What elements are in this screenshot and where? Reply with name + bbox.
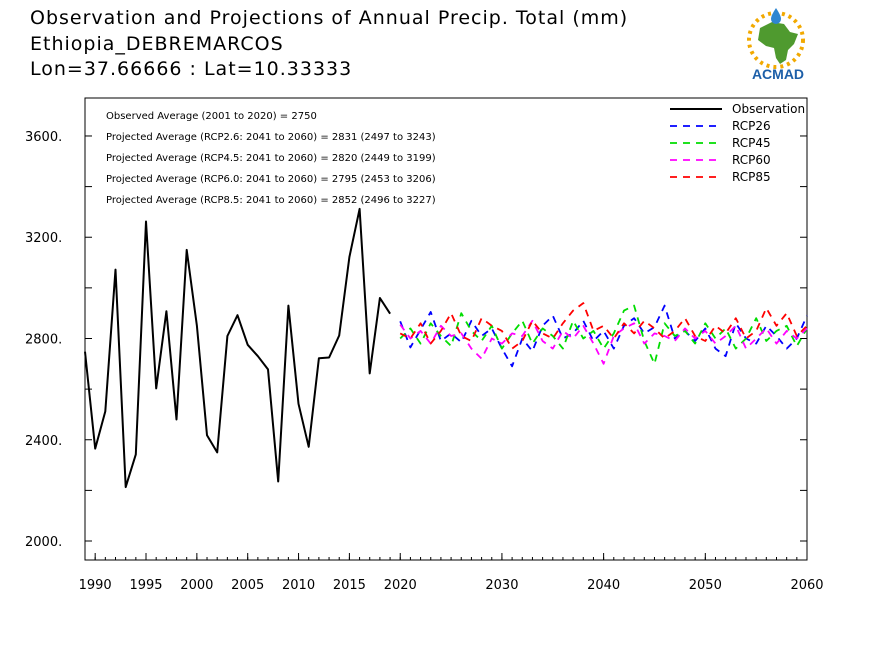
chart-title: Observation and Projections of Annual Pr… xyxy=(30,7,629,29)
coordinates: Lon=37.66666 : Lat=10.33333 xyxy=(30,58,353,80)
y-tick-label: 2800. xyxy=(25,332,62,347)
x-tick-label: 2050 xyxy=(689,578,722,593)
logo-text: ACMAD xyxy=(752,66,804,82)
series-line xyxy=(399,304,808,365)
series-line xyxy=(399,304,808,368)
y-tick-label: 2400. xyxy=(25,434,62,449)
average-annotation: Projected Average (RCP6.0: 2041 to 2060)… xyxy=(106,174,436,185)
x-tick-label: 2040 xyxy=(587,578,620,593)
plot-frame xyxy=(84,97,808,561)
water-drop-icon xyxy=(771,8,781,24)
series-observation xyxy=(84,207,391,489)
legend-label: RCP60 xyxy=(732,153,771,167)
x-tick-label: 2020 xyxy=(384,578,417,593)
series-rcp85 xyxy=(399,302,808,350)
average-annotation: Projected Average (RCP8.5: 2041 to 2060)… xyxy=(106,195,436,206)
series-line xyxy=(399,302,808,350)
average-annotation: Observed Average (2001 to 2020) = 2750 xyxy=(106,111,317,122)
x-tick-label: 2030 xyxy=(485,578,518,593)
series-line xyxy=(84,207,391,489)
y-tick-label: 3200. xyxy=(25,231,62,246)
y-tick-label: 3600. xyxy=(25,130,62,145)
africa-map-icon xyxy=(758,22,798,64)
legend-label: RCP26 xyxy=(732,119,771,133)
x-tick-label: 2010 xyxy=(282,578,315,593)
acmad-logo: ACMAD xyxy=(747,8,805,82)
station-name: Ethiopia_DEBREMARCOS xyxy=(30,33,284,55)
x-tick-label: 1990 xyxy=(79,578,112,593)
y-tick-label: 2000. xyxy=(25,535,62,550)
x-tick-label: 1995 xyxy=(129,578,162,593)
series-rcp60 xyxy=(399,319,808,365)
legend-label: RCP85 xyxy=(732,170,771,184)
legend-label: Observation xyxy=(732,102,805,116)
x-tick-label: 2060 xyxy=(790,578,823,593)
series-line xyxy=(399,319,808,365)
x-tick-label: 2015 xyxy=(333,578,366,593)
average-annotation: Projected Average (RCP2.6: 2041 to 2060)… xyxy=(106,132,436,143)
x-tick-label: 2000 xyxy=(180,578,213,593)
legend-label: RCP45 xyxy=(732,136,771,150)
x-tick-label: 2005 xyxy=(231,578,264,593)
average-annotation: Projected Average (RCP4.5: 2041 to 2060)… xyxy=(106,153,436,164)
